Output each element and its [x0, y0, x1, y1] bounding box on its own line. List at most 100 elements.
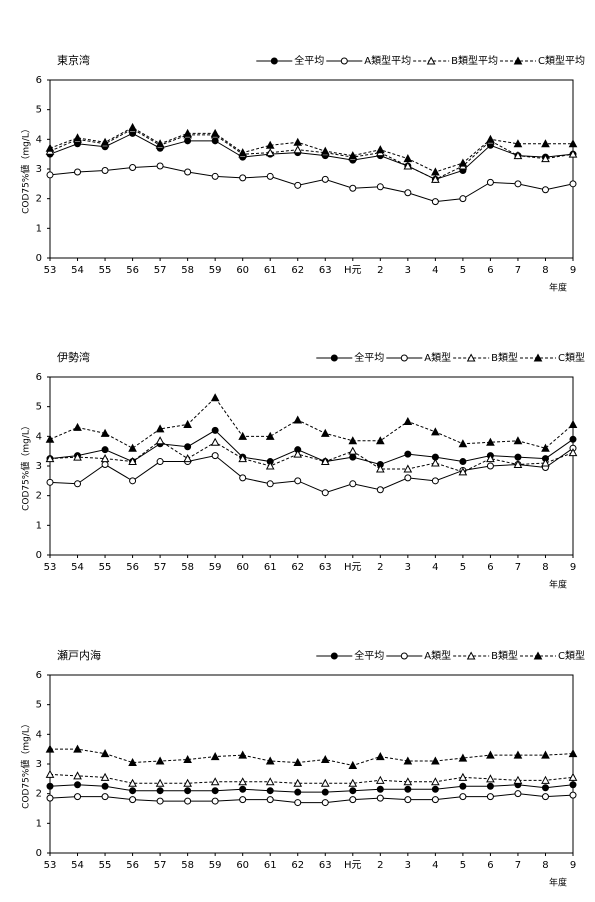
data-point — [155, 424, 165, 433]
data-point — [321, 799, 329, 807]
data-point — [129, 787, 137, 795]
legend-label: B類型 — [491, 649, 518, 662]
data-point — [541, 186, 549, 194]
x-tick-label: 3 — [405, 860, 411, 871]
legend-marker — [426, 56, 436, 65]
x-tick-label: 7 — [515, 860, 521, 871]
data-point — [459, 793, 467, 801]
data-point — [458, 439, 468, 448]
data-point — [541, 784, 549, 792]
x-tick-label: 2 — [377, 562, 383, 573]
x-tick-label: 9 — [570, 562, 576, 573]
data-point — [211, 797, 219, 805]
data-point — [45, 769, 55, 778]
data-point — [403, 416, 413, 425]
data-point — [265, 777, 275, 786]
data-point — [45, 454, 55, 463]
data-point — [101, 782, 109, 790]
data-point — [293, 145, 303, 154]
data-point — [266, 787, 274, 795]
data-point — [568, 419, 578, 428]
data-point — [514, 790, 522, 798]
series-line — [49, 128, 574, 180]
x-tick-label: 8 — [542, 860, 548, 871]
data-point — [184, 787, 192, 795]
data-point — [431, 427, 440, 436]
data-point — [74, 781, 82, 789]
plot-frame — [49, 79, 574, 259]
legend-label: C類型 — [558, 351, 585, 364]
legend-item: B類型 — [453, 649, 518, 662]
data-point — [45, 434, 55, 443]
data-point — [265, 431, 275, 440]
data-point — [73, 744, 82, 753]
legend-item: C類型平均 — [500, 54, 585, 67]
data-point — [513, 459, 523, 469]
data-point — [431, 756, 440, 765]
y-tick-label: 4 — [36, 431, 42, 442]
legend-item: 全平均 — [316, 649, 384, 662]
data-point — [128, 122, 137, 131]
x-tick-label: 57 — [154, 265, 167, 276]
data-point — [156, 162, 164, 170]
data-point — [155, 756, 165, 765]
data-point — [294, 477, 302, 485]
data-point — [45, 143, 55, 152]
data-point — [459, 458, 467, 466]
legend-marker — [466, 353, 476, 362]
legend-label: B類型 — [491, 351, 518, 364]
data-point — [238, 454, 248, 463]
data-point — [46, 782, 54, 790]
x-tick-label: H元 — [344, 562, 362, 573]
series-line — [49, 773, 574, 784]
data-point — [541, 443, 550, 452]
data-point — [73, 771, 82, 780]
data-point — [238, 777, 248, 786]
legend-label: C類型 — [558, 649, 585, 662]
data-point — [210, 437, 220, 446]
y-tick-label: 5 — [36, 700, 42, 711]
data-point — [266, 796, 274, 804]
data-point — [513, 775, 523, 784]
data-point — [320, 456, 330, 466]
data-point — [128, 778, 137, 787]
x-tick-label: 56 — [126, 265, 139, 276]
data-point — [128, 456, 137, 466]
legend-label: A類型 — [424, 351, 451, 364]
x-tick-label: 60 — [236, 562, 249, 573]
legend-marker — [466, 651, 476, 660]
x-tick-label: H元 — [344, 265, 362, 276]
data-point — [486, 774, 495, 783]
data-point — [293, 137, 303, 146]
data-point — [155, 139, 165, 148]
x-tick-label: 6 — [487, 562, 493, 573]
series-line — [49, 397, 574, 449]
legend-marker — [330, 354, 338, 362]
x-tick-label: 5 — [460, 265, 466, 276]
y-tick-label: 5 — [36, 105, 42, 116]
y-tick-label: 4 — [36, 729, 42, 740]
data-point — [376, 785, 384, 793]
legend-label: 全平均 — [294, 54, 324, 67]
data-point — [210, 752, 220, 761]
data-point — [403, 777, 413, 786]
data-point — [458, 772, 468, 781]
data-point — [513, 139, 523, 148]
x-tick-label: 55 — [99, 562, 112, 573]
chart-title: 伊勢湾 — [57, 350, 90, 364]
data-point — [239, 796, 247, 804]
data-point — [486, 178, 494, 186]
data-point — [74, 793, 82, 801]
data-point — [431, 477, 439, 485]
data-point — [375, 436, 385, 445]
x-tick-label: 54 — [71, 562, 84, 573]
data-point — [320, 778, 330, 787]
y-tick-label: 5 — [36, 402, 42, 413]
data-point — [184, 168, 192, 176]
data-point — [541, 154, 550, 163]
x-tick-label: 58 — [181, 860, 194, 871]
y-axis-label: COD75%値（mg/L） — [20, 421, 32, 511]
data-point — [129, 477, 137, 485]
data-point — [349, 453, 357, 461]
